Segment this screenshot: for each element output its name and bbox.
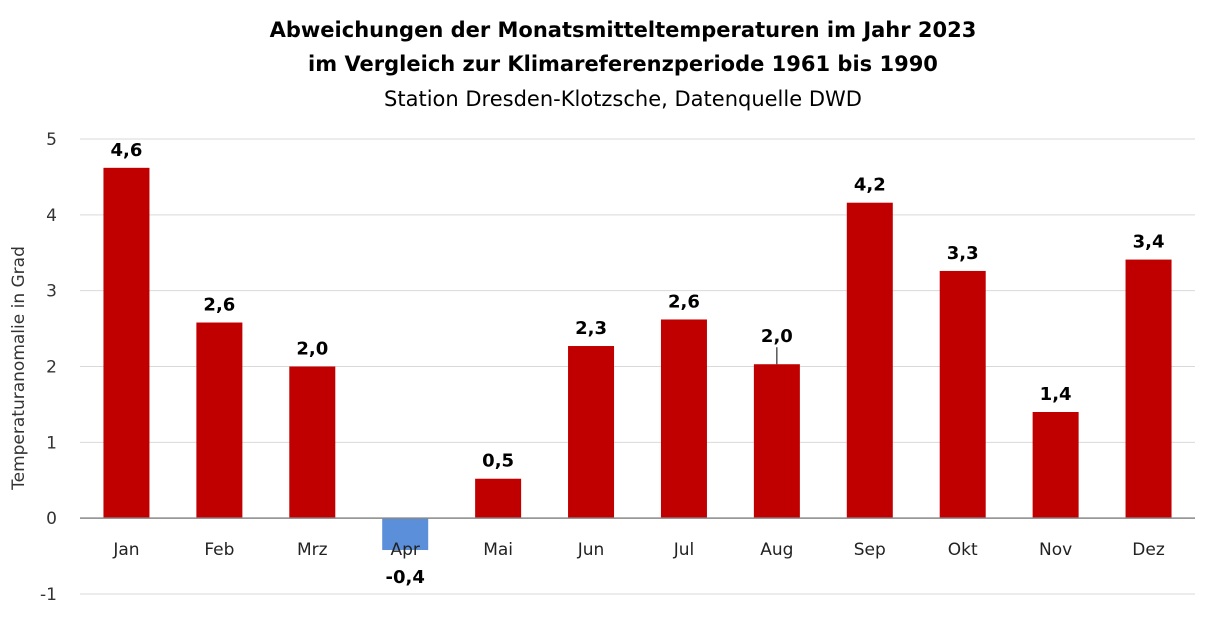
y-tick-label: -1 [40,585,57,605]
bar-sep [846,202,893,519]
data-label: 2,0 [296,339,328,360]
bar-apr [382,518,429,551]
y-axis-label: Temperaturanomalie in Grad [9,246,29,491]
bar-nov [1032,412,1079,519]
x-tick-label: Mai [483,540,513,560]
data-label: 2,6 [668,291,700,312]
y-tick-label: 4 [46,206,57,226]
data-label: 1,4 [1040,384,1072,405]
bar-mai [475,478,522,519]
data-label: 3,3 [947,243,979,264]
y-tick-label: 3 [46,282,57,302]
data-label: 2,3 [575,318,607,339]
y-tick-label: 2 [46,358,57,378]
bar-feb [196,322,243,519]
bar-jan [103,167,150,519]
y-tick-label: 0 [46,509,57,529]
bar-dez [1125,259,1172,519]
data-label: 2,6 [203,295,235,316]
x-tick-label: Nov [1039,540,1072,560]
chart-title: Abweichungen der Monatsmitteltemperature… [269,18,977,42]
x-tick-label: Sep [854,540,886,560]
bar-okt [939,270,986,519]
data-label: 2,0 [761,326,793,347]
y-tick-label: 1 [46,433,57,453]
data-label: -0,4 [386,567,425,588]
data-label: 4,6 [111,140,143,161]
x-tick-label: Feb [204,540,234,560]
chart-subtitle: Station Dresden-Klotzsche, Datenquelle D… [384,87,862,111]
data-label: 0,5 [482,451,514,472]
bar-jul [660,319,707,519]
x-tick-label: Mrz [297,540,328,560]
bar-jun [568,346,615,519]
x-tick-label: Jun [577,540,605,560]
y-tick-label: 5 [46,130,57,150]
bar-mrz [289,366,336,519]
data-label: 4,2 [854,175,886,196]
x-tick-label: Jul [673,540,695,560]
data-label: 3,4 [1133,232,1165,253]
x-tick-label: Dez [1132,540,1165,560]
x-tick-label: Apr [390,540,419,560]
chart-title-line2: im Vergleich zur Klimareferenzperiode 19… [308,52,938,76]
x-tick-label: Jan [112,540,139,560]
x-tick-label: Aug [760,540,793,560]
x-tick-label: Okt [948,540,978,560]
bar-aug [753,364,800,519]
